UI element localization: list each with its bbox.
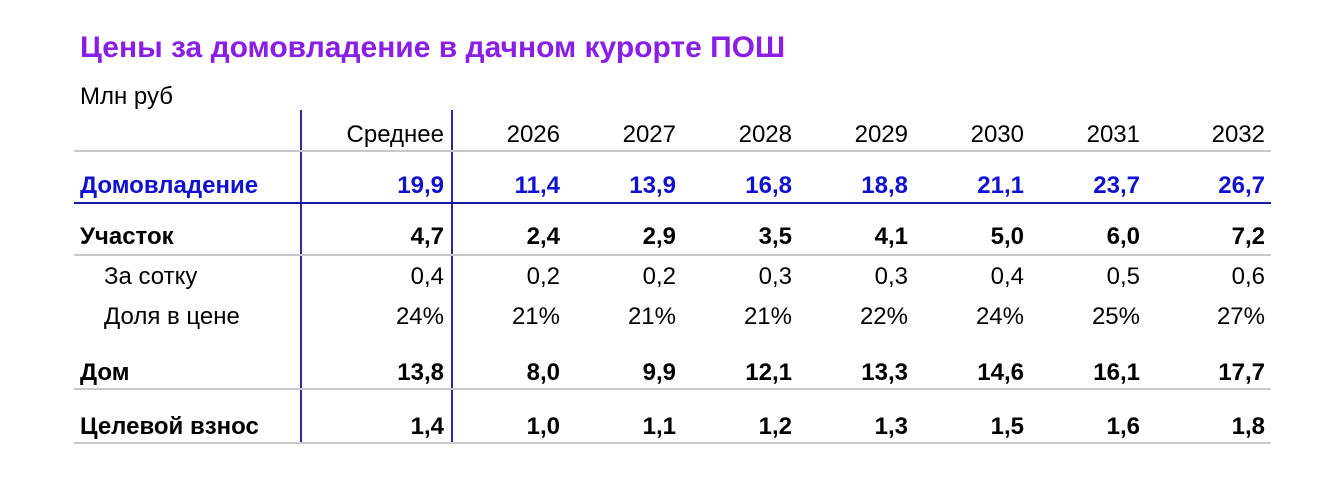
value-2029: 0,3 (874, 263, 908, 290)
value-2031: 25% (1091, 303, 1140, 330)
column-header-2026: 2026 (506, 121, 560, 148)
column-header-2031: 2031 (1086, 121, 1140, 148)
table-row-plot: Участок 4,7 2,4 2,9 3,5 4,1 5,0 6,0 7,2 (74, 219, 1271, 255)
value-2031: 6,0 (1106, 223, 1140, 250)
value-2032: 7,2 (1231, 223, 1265, 250)
value-2028: 12,1 (745, 359, 792, 386)
value-2027: 9,9 (642, 359, 676, 386)
table-row-household: Домовладение 19,9 11,4 13,9 16,8 18,8 21… (74, 168, 1271, 204)
value-2027: 0,2 (642, 263, 676, 290)
unit-label: Млн руб (80, 83, 174, 110)
row-label: Участок (80, 223, 174, 250)
row-label: Дом (80, 359, 130, 386)
value-2026: 8,0 (526, 359, 560, 386)
house-divider (74, 388, 1271, 390)
table-row-per-sotka: За сотку 0,4 0,2 0,2 0,3 0,3 0,4 0,5 0,6 (74, 259, 1271, 295)
value-2031: 1,6 (1106, 413, 1140, 440)
value-2029: 13,3 (861, 359, 908, 386)
average-column-divider (451, 110, 453, 443)
value-2029: 22% (859, 303, 908, 330)
value-2028: 1,2 (758, 413, 792, 440)
column-header-2027: 2027 (622, 121, 676, 148)
table-row-share: Доля в цене 24% 21% 21% 21% 22% 24% 25% … (74, 299, 1271, 335)
table-row-target-fee: Целевой взнос 1,4 1,0 1,1 1,2 1,3 1,5 1,… (74, 409, 1271, 445)
value-average: 1,4 (410, 413, 444, 440)
column-header-average: Среднее (346, 121, 444, 148)
column-header-2029: 2029 (854, 121, 908, 148)
value-2032: 17,7 (1218, 359, 1265, 386)
value-average: 4,7 (410, 223, 444, 250)
value-average: 13,8 (397, 359, 444, 386)
value-2030: 21,1 (977, 172, 1024, 199)
table-bottom-border (74, 442, 1271, 444)
value-2032: 27% (1216, 303, 1265, 330)
value-2029: 18,8 (861, 172, 908, 199)
value-average: 24% (395, 303, 444, 330)
value-2027: 13,9 (629, 172, 676, 199)
value-2026: 1,0 (526, 413, 560, 440)
value-2027: 2,9 (642, 223, 676, 250)
value-2029: 4,1 (874, 223, 908, 250)
label-column-divider (300, 110, 302, 443)
value-2030: 1,5 (990, 413, 1024, 440)
value-2032: 26,7 (1218, 172, 1265, 199)
value-2030: 0,4 (990, 263, 1024, 290)
value-2027: 21% (627, 303, 676, 330)
total-divider (74, 202, 1271, 204)
column-header-2032: 2032 (1211, 121, 1265, 148)
page-title: Цены за домовладение в дачном курорте ПО… (80, 31, 786, 64)
column-header-2028: 2028 (738, 121, 792, 148)
value-average: 0,4 (410, 263, 444, 290)
header-divider (74, 150, 1271, 152)
table-header-row: Среднее 2026 2027 2028 2029 2030 2031 20… (74, 117, 1271, 153)
column-header-2030: 2030 (970, 121, 1024, 148)
value-2031: 23,7 (1093, 172, 1140, 199)
value-2028: 0,3 (758, 263, 792, 290)
row-label: Целевой взнос (80, 413, 259, 440)
value-2028: 16,8 (745, 172, 792, 199)
value-2026: 2,4 (526, 223, 560, 250)
value-2030: 5,0 (990, 223, 1024, 250)
plot-divider (74, 254, 1271, 256)
row-label: Домовладение (80, 172, 259, 199)
value-average: 19,9 (397, 172, 444, 199)
table-row-house: Дом 13,8 8,0 9,9 12,1 13,3 14,6 16,1 17,… (74, 355, 1271, 391)
value-2031: 0,5 (1106, 263, 1140, 290)
value-2028: 3,5 (758, 223, 792, 250)
value-2030: 24% (975, 303, 1024, 330)
value-2028: 21% (743, 303, 792, 330)
value-2026: 11,4 (514, 172, 560, 199)
value-2026: 0,2 (526, 263, 560, 290)
row-label: Доля в цене (104, 303, 240, 330)
value-2026: 21% (511, 303, 560, 330)
value-2032: 1,8 (1231, 413, 1265, 440)
value-2029: 1,3 (874, 413, 908, 440)
value-2031: 16,1 (1093, 359, 1140, 386)
value-2030: 14,6 (977, 359, 1024, 386)
row-label: За сотку (104, 263, 198, 290)
value-2027: 1,1 (642, 413, 676, 440)
value-2032: 0,6 (1231, 263, 1265, 290)
